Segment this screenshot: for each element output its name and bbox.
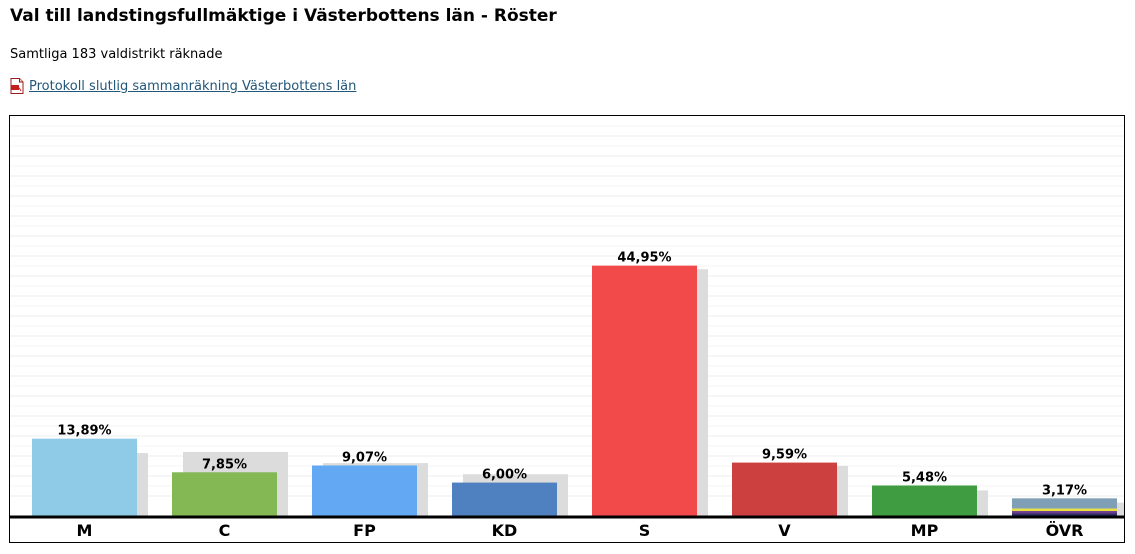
category-label-s: S xyxy=(639,521,651,540)
value-label-kd: 6,00% xyxy=(482,468,527,483)
category-label-mp: MP xyxy=(911,521,939,540)
protocol-link[interactable]: Protokoll slutlig sammanräkning Västerbo… xyxy=(29,79,357,94)
bar-c xyxy=(172,472,277,516)
bar-fp xyxy=(312,465,417,516)
pdf-icon xyxy=(10,78,24,94)
bar-ovr-segment xyxy=(1012,498,1117,509)
page-title: Val till landstingsfullmäktige i Västerb… xyxy=(10,6,557,26)
value-label-s: 44,95% xyxy=(617,251,671,266)
bar-m xyxy=(32,438,137,516)
bar-ovr-segment xyxy=(1012,511,1117,514)
value-label-c: 7,85% xyxy=(202,457,247,472)
category-label-v: V xyxy=(778,521,791,540)
category-label-c: C xyxy=(219,521,231,540)
value-label-mp: 5,48% xyxy=(902,470,947,485)
category-label-vr: ÖVR xyxy=(1046,521,1084,540)
value-labels: 13,89% 7,85% 9,07% 6,00% 44,95% 9,59% 5,48% 3,1… xyxy=(57,251,1087,499)
value-label-v: 9,59% xyxy=(762,448,807,463)
bar-ovr-segment xyxy=(1012,513,1117,516)
count-status: Samtliga 183 valdistrikt räknade xyxy=(10,47,223,62)
bar-kd xyxy=(452,482,557,516)
category-labels: M C FP KD S V MP ÖVR xyxy=(77,521,1084,540)
bar-ovr-segment xyxy=(1012,508,1117,512)
chart-canvas: 13,89% 7,85% 9,07% 6,00% 44,95% 9,59% 5,48% 3,1… xyxy=(10,125,1124,540)
value-label-vr: 3,17% xyxy=(1042,483,1087,498)
gridlines xyxy=(10,125,1124,497)
result-bars xyxy=(32,265,1117,516)
bar-v xyxy=(732,462,837,516)
vote-share-chart: 13,89% 7,85% 9,07% 6,00% 44,95% 9,59% 5,48% 3,1… xyxy=(9,115,1125,543)
category-label-m: M xyxy=(77,521,93,540)
bar-mp xyxy=(872,485,977,516)
value-label-m: 13,89% xyxy=(57,424,111,439)
value-label-fp: 9,07% xyxy=(342,450,387,465)
bar-s xyxy=(592,265,697,516)
category-label-fp: FP xyxy=(353,521,376,540)
category-label-kd: KD xyxy=(492,521,518,540)
